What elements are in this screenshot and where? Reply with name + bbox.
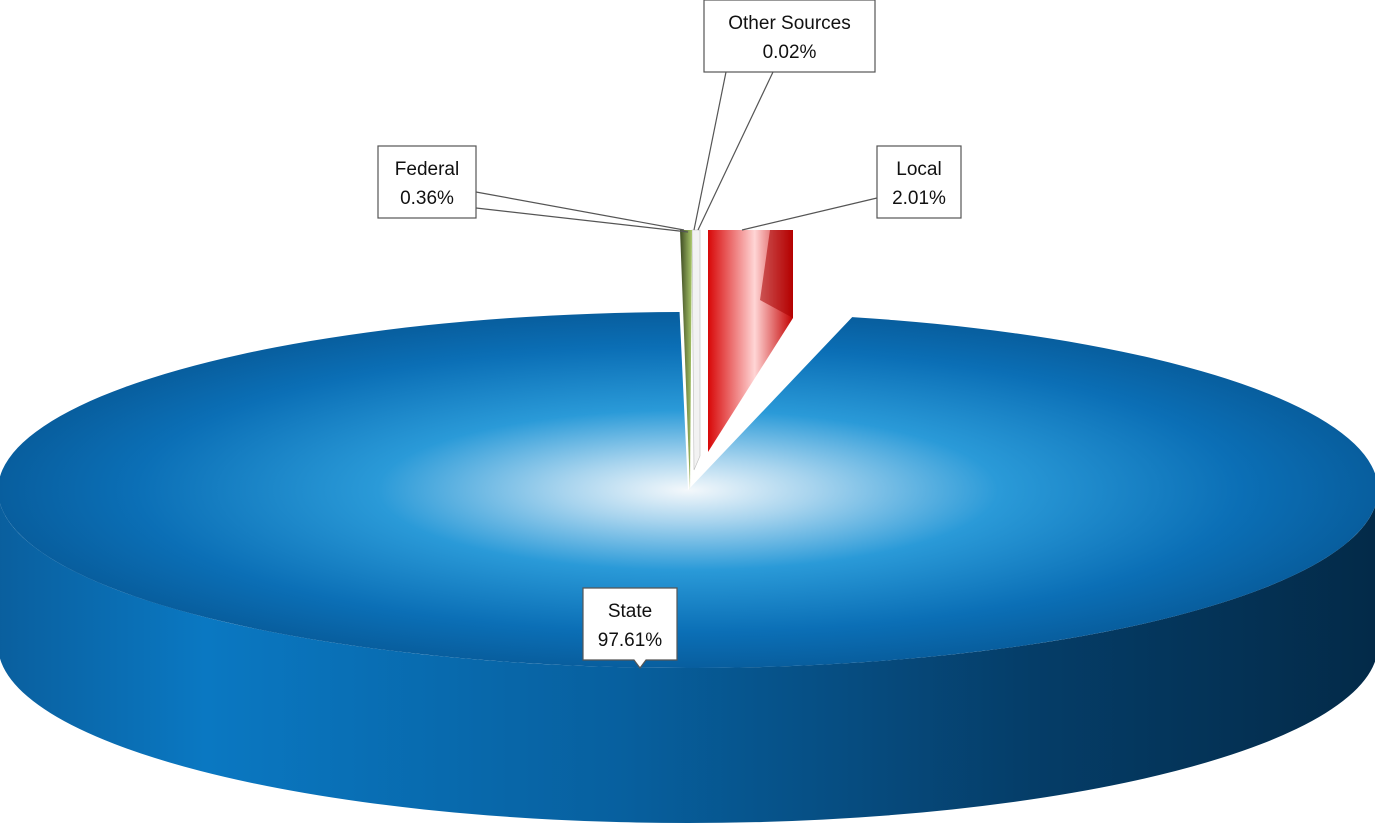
pie-slice-federal bbox=[680, 230, 692, 490]
pie-slice-local bbox=[708, 230, 793, 452]
leader-line-local bbox=[741, 197, 878, 231]
pie-slice-state bbox=[0, 312, 1375, 668]
slice-name-federal: Federal bbox=[395, 159, 459, 180]
leader-line-other-sources bbox=[693, 71, 727, 231]
slice-value-other-sources: 0.02% bbox=[763, 42, 817, 63]
slice-name-local: Local bbox=[896, 159, 941, 180]
slice-name-state: State bbox=[608, 601, 652, 622]
leader-line-other-sources bbox=[697, 71, 774, 231]
data-label-federal: Federal 0.36% bbox=[377, 145, 689, 233]
slice-name-other-sources: Other Sources bbox=[728, 13, 851, 34]
leader-line-federal bbox=[475, 207, 689, 233]
slice-value-federal: 0.36% bbox=[400, 188, 454, 209]
leader-line-federal bbox=[475, 191, 685, 231]
slice-value-state: 97.61% bbox=[598, 630, 663, 651]
pie-slice-other-sources bbox=[691, 229, 701, 471]
data-label-state: State 97.61% bbox=[582, 587, 678, 669]
slice-value-local: 2.01% bbox=[892, 188, 946, 209]
data-label-other-sources: Other Sources 0.02% bbox=[693, 0, 876, 231]
pie-slice-state-side bbox=[0, 503, 1375, 823]
data-label-local: Local 2.01% bbox=[741, 145, 962, 231]
